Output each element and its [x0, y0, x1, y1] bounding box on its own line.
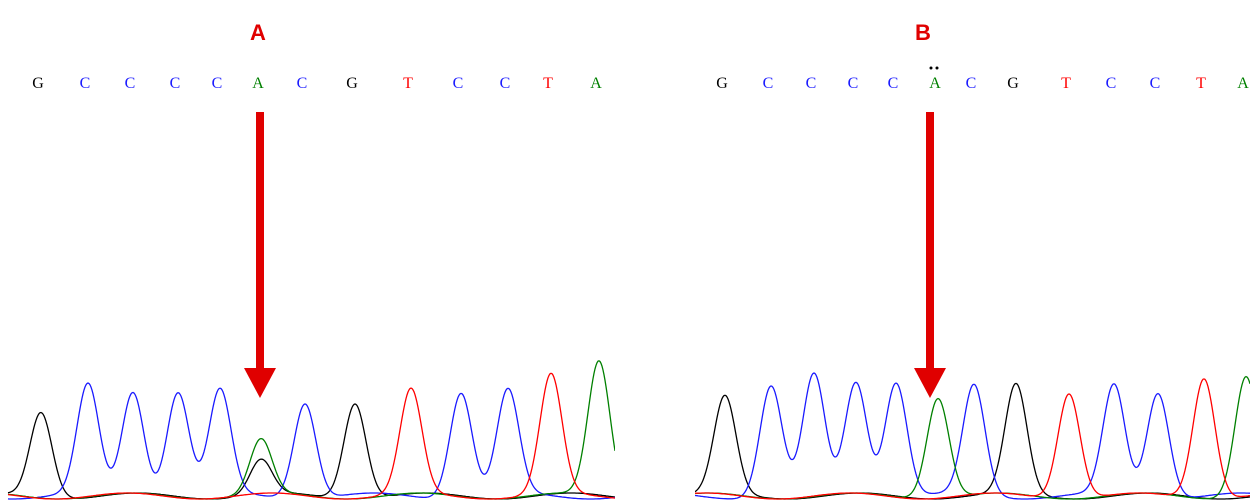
base-call: A — [590, 75, 602, 92]
base-call: C — [966, 75, 977, 92]
trace-group — [8, 361, 615, 499]
base-call: C — [212, 75, 223, 92]
base-call: G — [346, 75, 358, 92]
trace — [695, 373, 1250, 499]
trace-group — [695, 373, 1250, 499]
panel-label: B — [915, 20, 931, 45]
trace — [695, 377, 1250, 499]
base-call: T — [543, 75, 553, 92]
base-call: C — [297, 75, 308, 92]
panel-label: A — [250, 20, 266, 45]
trace — [695, 383, 1250, 499]
base-call: A — [929, 75, 941, 92]
base-call: A — [1237, 75, 1249, 92]
base-call: C — [806, 75, 817, 92]
base-call: C — [170, 75, 181, 92]
chromatogram-figure: A B G C C C C A C G T C C T A G C C C C A C G T C C T A — [0, 0, 1250, 500]
arrow — [914, 112, 946, 398]
base-call: C — [848, 75, 859, 92]
base-call: C — [453, 75, 464, 92]
marker-dot — [936, 67, 939, 70]
base-call: C — [80, 75, 91, 92]
base-call: C — [125, 75, 136, 92]
base-call: A — [252, 75, 264, 92]
trace — [695, 379, 1250, 499]
traces — [8, 361, 1250, 499]
base-call: C — [500, 75, 511, 92]
base-call: C — [888, 75, 899, 92]
base-call: T — [403, 75, 413, 92]
trace — [8, 383, 615, 499]
base-call: T — [1196, 75, 1206, 92]
base-call: C — [1106, 75, 1117, 92]
base-call: C — [763, 75, 774, 92]
base-call: G — [32, 75, 44, 92]
base-call: G — [1007, 75, 1019, 92]
base-call: C — [1150, 75, 1161, 92]
base-call: G — [716, 75, 728, 92]
base-call: T — [1061, 75, 1071, 92]
marker-dot — [930, 67, 933, 70]
arrow — [244, 112, 276, 398]
trace — [8, 373, 615, 499]
